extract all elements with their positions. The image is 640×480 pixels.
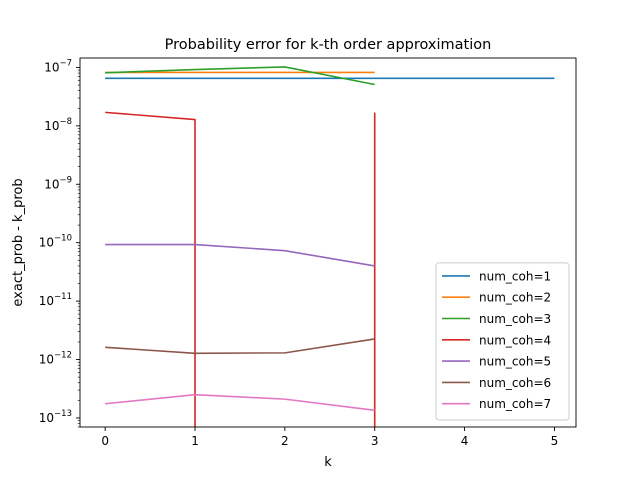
legend-box <box>435 262 570 421</box>
x-tick-label: 0 <box>101 434 109 448</box>
series-layer <box>105 66 555 427</box>
series-line-5 <box>105 243 375 267</box>
legend-label: num_coh=2 <box>479 291 551 305</box>
legend-label: num_coh=7 <box>479 397 551 411</box>
series-line-7 <box>105 393 375 412</box>
legend-label: num_coh=5 <box>479 355 551 369</box>
x-tick-label: 2 <box>281 434 289 448</box>
legend-label: num_coh=4 <box>479 333 551 347</box>
series-line-4 <box>105 111 376 427</box>
y-tick-label: 10−11 <box>39 292 72 308</box>
y-tick-label: 10−7 <box>44 58 72 74</box>
x-axis-ticks: 0 1 2 3 4 5 <box>101 427 558 448</box>
y-axis-label: exact_prob - k_prob <box>11 178 26 306</box>
legend-label: num_coh=6 <box>479 376 551 390</box>
x-tick-label: 4 <box>461 434 469 448</box>
y-tick-label: 10−8 <box>44 117 72 133</box>
y-tick-label: 10−13 <box>39 409 72 425</box>
y-tick-label: 10−9 <box>44 175 72 191</box>
x-tick-label: 1 <box>191 434 199 448</box>
series-line-6 <box>105 338 375 355</box>
legend: num_coh=1 num_coh=2 num_coh=3 num_coh=4 num_… <box>435 262 570 421</box>
x-tick-label: 3 <box>371 434 379 448</box>
legend-label: num_coh=1 <box>479 269 551 283</box>
x-axis-label: k <box>324 455 332 470</box>
y-axis-ticks: 10−13 10−12 10−11 10−10 10−9 10−8 10−7 <box>39 58 80 428</box>
chart-title: Probability error for k-th order approxi… <box>165 37 492 53</box>
x-tick-label: 5 <box>551 434 559 448</box>
y-tick-label: 10−10 <box>39 234 72 250</box>
series-line-3 <box>105 66 375 86</box>
y-tick-label: 10−12 <box>39 351 72 367</box>
legend-label: num_coh=3 <box>479 312 551 326</box>
